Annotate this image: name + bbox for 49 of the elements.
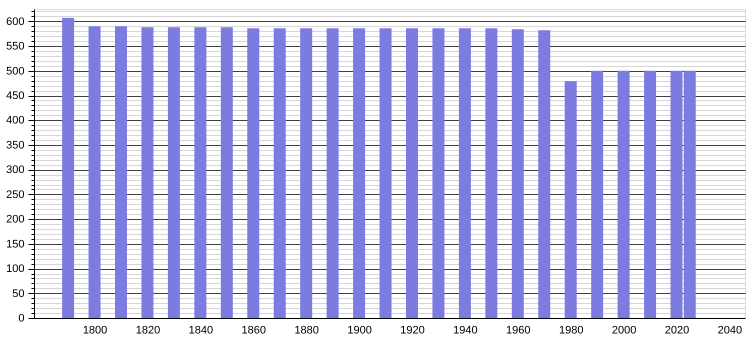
bar: [274, 28, 286, 318]
y-tick-label: 550: [6, 40, 24, 53]
x-tick-label: 2040: [718, 324, 742, 336]
bar: [62, 18, 74, 318]
bar: [300, 28, 312, 318]
x-tick-label: 1880: [294, 324, 319, 336]
bar: [220, 27, 233, 318]
bar: [485, 28, 498, 318]
bar: [326, 28, 339, 318]
bar: [591, 70, 604, 318]
y-tick-label: 500: [6, 65, 24, 78]
y-tick-label: 50: [12, 288, 24, 300]
x-tick-label: 2020: [664, 324, 690, 336]
bar: [168, 27, 180, 318]
y-tick-label: 150: [6, 238, 24, 250]
bar: [538, 30, 550, 318]
y-tick-label: 300: [6, 164, 24, 176]
bar: [644, 70, 656, 318]
y-tick-label: 100: [6, 263, 24, 276]
bar: [432, 28, 444, 318]
x-tick-label: 1800: [82, 324, 108, 336]
y-tick-label: 350: [6, 139, 24, 152]
y-tick-label: 200: [6, 214, 24, 226]
bar: [564, 81, 577, 318]
bar: [353, 28, 366, 318]
x-tick-label: 1840: [188, 324, 214, 336]
y-tick-label: 450: [6, 90, 24, 102]
y-tick-label: 250: [6, 188, 24, 201]
bar: [406, 28, 418, 318]
bar: [88, 26, 101, 318]
bar: [141, 27, 154, 318]
bar: [194, 27, 206, 318]
x-tick-label: 1860: [242, 324, 266, 336]
x-tick-label: 1980: [558, 324, 584, 336]
y-tick-label: 400: [6, 114, 24, 127]
x-tick-label: 1940: [453, 324, 478, 336]
bar: [618, 70, 630, 318]
x-tick-label: 1820: [136, 324, 160, 336]
bar: [247, 28, 260, 318]
x-tick-label: 1920: [400, 324, 425, 336]
x-tick-label: 1900: [347, 324, 372, 336]
y-tick-label: 600: [6, 16, 24, 28]
bar: [380, 28, 392, 318]
bar: [458, 28, 471, 318]
bar: [512, 29, 524, 318]
bar: [115, 26, 128, 318]
x-tick-label: 1960: [506, 324, 531, 336]
y-tick-label: 0: [18, 312, 24, 324]
x-tick-label: 2000: [612, 324, 636, 336]
